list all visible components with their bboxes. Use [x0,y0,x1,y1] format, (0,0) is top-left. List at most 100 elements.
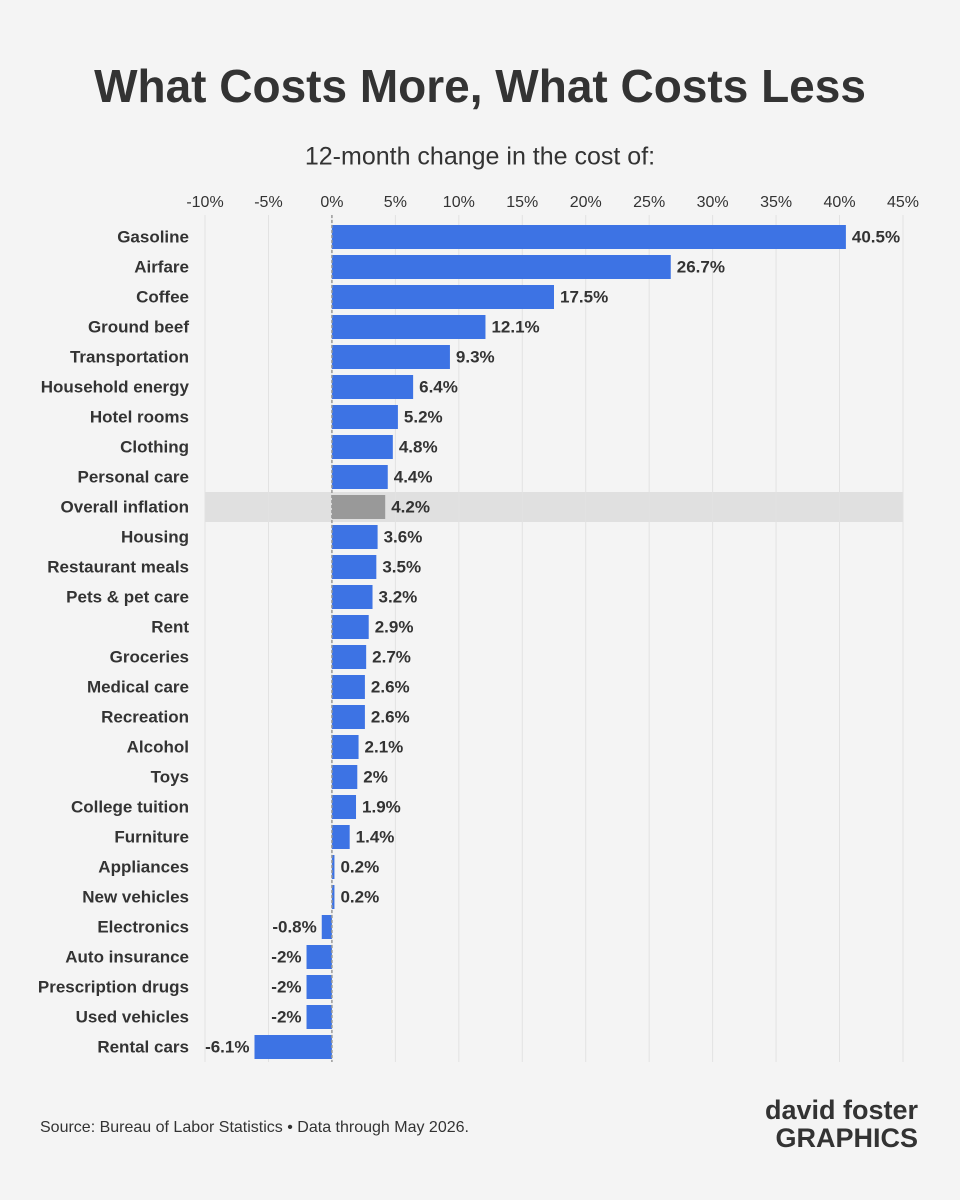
x-tick-label: 35% [760,194,792,211]
x-tick-label: 5% [384,194,407,211]
x-tick-label: 15% [506,194,538,211]
y-tick-label: Recreation [101,707,189,726]
y-tick-label: Rent [151,617,189,636]
value-label: 2.6% [371,707,410,726]
chart-title: What Costs More, What Costs Less [94,60,866,112]
y-tick-label: Appliances [98,857,189,876]
bar [331,585,373,609]
value-label: 12.1% [491,317,539,336]
bar [331,675,365,699]
bar [331,645,367,669]
value-label: -2% [271,947,301,966]
value-label: -2% [271,977,301,996]
value-label: 2% [363,767,388,786]
value-label: -6.1% [205,1037,249,1056]
y-tick-label: Furniture [114,827,189,846]
bar [331,465,388,489]
bar [331,825,350,849]
y-tick-label: Airfare [134,257,189,276]
y-tick-label: Clothing [120,437,189,456]
y-tick-label: Household energy [41,377,190,396]
value-label: 0.2% [340,857,379,876]
bar [306,945,332,969]
bar [331,765,358,789]
value-label: 5.2% [404,407,443,426]
credit-line2: GRAPHICS [775,1123,918,1153]
y-tick-label: Personal care [77,467,189,486]
bar [331,855,335,879]
value-label: 4.2% [391,497,430,516]
y-tick-label: Prescription drugs [38,977,189,996]
x-tick-label: 20% [570,194,602,211]
x-tick-label: 0% [320,194,343,211]
bar [331,885,335,909]
bar [331,225,846,249]
credit-line1: david foster [765,1095,919,1125]
x-tick-label: 40% [824,194,856,211]
y-tick-label: Overall inflation [61,497,189,516]
y-tick-label: Medical care [87,677,189,696]
value-label: 17.5% [560,287,608,306]
value-label: 26.7% [677,257,725,276]
bar [331,735,359,759]
value-label: -2% [271,1007,301,1026]
bar [331,255,671,279]
highlight-band [205,492,903,522]
source: Source: Bureau of Labor Statistics • Dat… [40,1119,469,1136]
y-tick-label: Restaurant meals [47,557,189,576]
y-tick-label: Hotel rooms [90,407,189,426]
bar [331,705,365,729]
value-label: 6.4% [419,377,458,396]
bar [306,975,332,999]
x-tick-label: 10% [443,194,475,211]
bar [321,915,332,939]
chart-subtitle: 12-month change in the cost of: [305,143,655,171]
value-label: 9.3% [456,347,495,366]
y-tick-label: New vehicles [82,887,189,906]
y-tick-label: Coffee [136,287,189,306]
y-tick-label: Rental cars [97,1037,189,1056]
value-label: 0.2% [340,887,379,906]
value-label: 3.5% [382,557,421,576]
y-tick-label: College tuition [71,797,189,816]
y-tick-label: Alcohol [127,737,189,756]
value-label: -0.8% [272,917,316,936]
plot: -10% -5% 0% 5% 10% 15% 20% 25% 30% 35% 40% 45% Gasol… [38,194,919,1062]
y-tick-label: Housing [121,527,189,546]
x-tick-label: 30% [697,194,729,211]
bar [331,345,450,369]
bar [254,1035,332,1059]
y-tick-label: Pets & pet care [66,587,189,606]
y-tick-label: Electronics [97,917,189,936]
x-tick-label: -5% [254,194,282,211]
y-tick-label: Used vehicles [76,1007,189,1026]
y-tick-label: Transportation [70,347,189,366]
value-label: 4.4% [394,467,433,486]
bar [331,435,393,459]
value-label: 4.8% [399,437,438,456]
bar [331,525,378,549]
value-label: 2.6% [371,677,410,696]
value-label: 1.9% [362,797,401,816]
value-label: 3.6% [384,527,423,546]
value-label: 3.2% [379,587,418,606]
y-tick-label: Gasoline [117,227,189,246]
bar [331,315,486,339]
x-tick-label: 25% [633,194,665,211]
value-label: 2.1% [365,737,404,756]
bar [331,795,357,819]
y-tick-label: Groceries [110,647,189,666]
value-label: 2.7% [372,647,411,666]
bar [331,405,398,429]
bar [306,1005,332,1029]
value-label: 2.9% [375,617,414,636]
value-label: 1.4% [356,827,395,846]
value-label: 40.5% [852,227,900,246]
bar [331,375,414,399]
x-tick-label: -10% [186,194,223,211]
bar [331,285,554,309]
y-tick-label: Ground beef [88,317,189,336]
bar [331,495,386,519]
